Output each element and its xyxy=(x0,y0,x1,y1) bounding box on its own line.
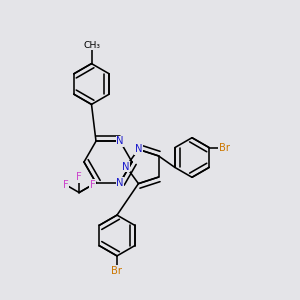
Text: CH₃: CH₃ xyxy=(83,41,100,50)
Text: F: F xyxy=(90,180,95,190)
Text: F: F xyxy=(63,180,68,190)
Text: N: N xyxy=(135,144,142,154)
Text: Br: Br xyxy=(219,142,230,153)
Text: F: F xyxy=(76,172,82,182)
Text: Br: Br xyxy=(112,266,122,276)
Text: N: N xyxy=(116,178,124,188)
Text: N: N xyxy=(122,161,130,172)
Text: N: N xyxy=(116,136,124,146)
